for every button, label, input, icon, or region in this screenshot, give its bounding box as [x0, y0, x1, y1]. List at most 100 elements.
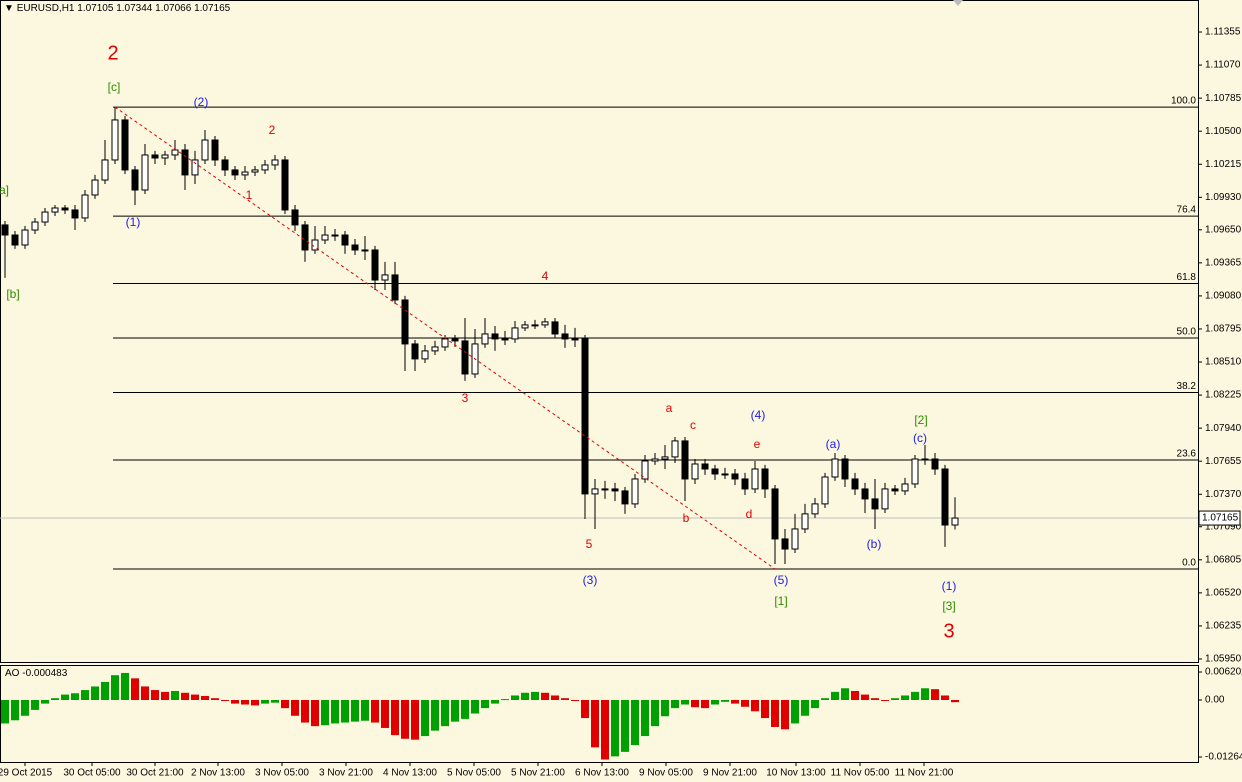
ao-bar — [201, 695, 209, 700]
candle-body — [711, 468, 719, 475]
ao-bar — [341, 699, 349, 723]
ao-bar — [271, 699, 279, 703]
shift-marker — [953, 0, 963, 6]
y-tick-label: 1.06520 — [1205, 588, 1242, 599]
symbol-header: ▼ EURUSD,H1 1.07105 1.07344 1.07066 1.07… — [4, 3, 231, 14]
ao-bar — [301, 699, 309, 723]
candle-body — [241, 171, 249, 176]
wave-label: (2) — [194, 95, 209, 109]
ao-bar — [741, 699, 749, 707]
y-tick-label: 1.10500 — [1205, 126, 1242, 137]
ao-bar — [121, 672, 129, 700]
candle-body — [51, 207, 59, 213]
candle-body — [211, 139, 219, 161]
main-panel-border — [0, 0, 1199, 663]
ao-bar — [681, 699, 689, 705]
ao-bar — [231, 699, 239, 704]
candle-body — [171, 149, 179, 156]
candle-body — [781, 538, 789, 550]
wave-label: a] — [0, 183, 9, 197]
ao-bar — [871, 698, 879, 700]
candle-body — [771, 488, 779, 540]
ao-bar — [581, 699, 589, 719]
ao-bar — [441, 699, 449, 727]
low: 1.07066 — [155, 3, 192, 14]
candle-body — [61, 207, 69, 211]
ao-bar — [281, 699, 289, 709]
ao-bar — [791, 699, 799, 724]
ao-bar — [161, 691, 169, 700]
wave-label: [3] — [942, 599, 955, 613]
candle-body — [231, 169, 239, 176]
candle-body — [391, 274, 399, 301]
wave-label: (1) — [126, 215, 141, 229]
ao-bar — [151, 690, 159, 700]
ao-bar — [481, 699, 489, 709]
wave-label: b — [683, 511, 690, 525]
y-tick-label: 1.09080 — [1205, 291, 1242, 302]
wave-label: [2] — [914, 413, 927, 427]
candle-body — [461, 340, 469, 375]
wave-label: 3 — [943, 620, 954, 642]
candle-body — [671, 440, 679, 458]
ao-bar — [331, 699, 339, 724]
ao-bar — [371, 699, 379, 723]
high: 1.07344 — [116, 3, 153, 14]
ao-bar — [91, 686, 99, 700]
candle-body — [181, 149, 189, 176]
x-tick-label: 9 Nov 21:00 — [703, 768, 757, 779]
wave-label: (a) — [826, 437, 841, 451]
y-tick-label: 1.07090 — [1205, 521, 1242, 532]
candle-body — [921, 458, 929, 461]
x-tick-label: 30 Oct 05:00 — [63, 768, 121, 779]
ao-bar — [461, 699, 469, 719]
x-tick-label: 4 Nov 13:00 — [383, 768, 437, 779]
ao-bar — [751, 699, 759, 712]
ao-bar — [1, 699, 9, 724]
candle-body — [861, 488, 869, 500]
ao-bar — [61, 694, 69, 700]
x-tick-label: 5 Nov 21:00 — [511, 768, 565, 779]
ao-bar — [821, 698, 829, 700]
candle-body — [191, 159, 199, 176]
candle-body — [721, 473, 729, 476]
ao-bar — [601, 699, 609, 760]
ao-bar — [721, 699, 729, 702]
ao-bar — [261, 699, 269, 704]
wave-label: (3) — [583, 573, 598, 587]
candle-body — [451, 338, 459, 342]
ao-bar — [431, 699, 439, 731]
candle-body — [551, 321, 559, 335]
ao-bar — [141, 686, 149, 700]
candle-body — [521, 324, 529, 329]
ao-bar — [901, 695, 909, 700]
wave-label: (5) — [774, 573, 789, 587]
ao-bar — [21, 699, 29, 716]
x-tick-label: 5 Nov 05:00 — [447, 768, 501, 779]
candle-body — [911, 458, 919, 485]
candle-body — [931, 458, 939, 470]
ao-bar — [631, 699, 639, 746]
wave-label: 2 — [269, 123, 276, 137]
ao-bar — [661, 699, 669, 717]
fib-label: 0.0 — [1182, 558, 1196, 569]
y-tick-label: 1.07370 — [1205, 489, 1242, 500]
candle-body — [321, 234, 329, 241]
candle-body — [751, 468, 759, 490]
ao-bar — [31, 699, 39, 710]
y-tick-label: 1.11355 — [1205, 27, 1241, 38]
candle-body — [531, 324, 539, 327]
candle-body — [1, 224, 9, 236]
candle-body — [691, 463, 699, 480]
ao-bar — [51, 698, 59, 700]
ao-bar — [671, 699, 679, 709]
candle-body — [261, 164, 269, 171]
current-price-box — [1198, 510, 1241, 526]
candle-body — [501, 338, 509, 341]
candle-body — [901, 483, 909, 492]
wave-label: (c) — [913, 431, 927, 445]
fib-label: 23.6 — [1177, 449, 1197, 460]
ao-bar — [931, 689, 939, 700]
ao-bar — [351, 699, 359, 722]
